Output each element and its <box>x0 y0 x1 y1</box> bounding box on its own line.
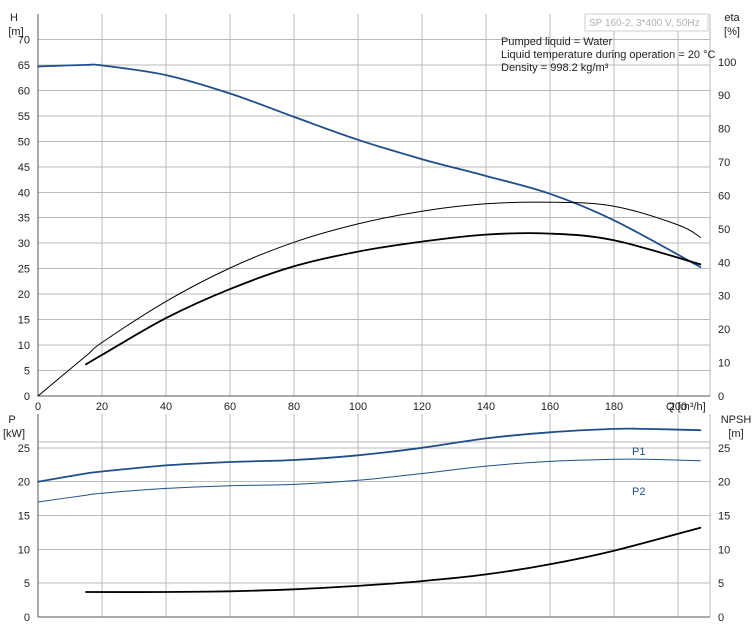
top-left-tick-label: 70 <box>18 34 30 46</box>
top-left-tick-label: 10 <box>18 340 30 352</box>
top-right-tick-label: 40 <box>718 257 730 269</box>
x-tick-label: 20 <box>96 401 108 413</box>
bottom-left-ylabel-line2: [kW] <box>3 428 25 440</box>
bottom-right-ylabel-line2: [m] <box>728 428 743 440</box>
liquid-temperature-annotation: Liquid temperature during operation = 20… <box>501 49 716 61</box>
top-left-tick-label: 25 <box>18 264 30 276</box>
bottom-panel-grid <box>37 414 711 618</box>
bottom-left-tick-label: 5 <box>24 578 30 590</box>
top-right-tick-label: 0 <box>718 391 724 403</box>
top-left-ylabel-line1: H <box>10 12 18 24</box>
bottom-right-tick-label: 25 <box>718 443 730 455</box>
bottom-right-tick-label: 20 <box>718 477 730 489</box>
top-left-tick-label: 50 <box>18 136 30 148</box>
top-right-ylabel-line2: [%] <box>724 26 740 38</box>
chart-title-box <box>584 13 709 32</box>
bottom-left-tick-label: 25 <box>18 443 30 455</box>
top-left-tick-label: 0 <box>24 391 30 403</box>
top-panel-grid <box>37 14 711 397</box>
top-left-tick-label: 35 <box>18 213 30 225</box>
top-left-tick-label: 60 <box>18 85 30 97</box>
top-left-ylabel-line2: [m] <box>8 26 23 38</box>
x-tick-label: 120 <box>413 401 431 413</box>
top-left-tick-label: 20 <box>18 289 30 301</box>
top-left-tick-label: 55 <box>18 111 30 123</box>
chart-title: SP 160-2, 3*400 V, 50Hz <box>589 18 700 29</box>
top-right-tick-label: 20 <box>718 324 730 336</box>
tick-labels: 0510152025303540455055606570010203040506… <box>18 34 737 624</box>
top-right-tick-label: 100 <box>718 57 736 69</box>
x-tick-label: 60 <box>224 401 236 413</box>
x-tick-label: 80 <box>288 401 300 413</box>
x-tick-label: 160 <box>541 401 559 413</box>
top-right-tick-label: 30 <box>718 291 730 303</box>
x-tick-label: 40 <box>160 401 172 413</box>
top-left-tick-label: 30 <box>18 238 30 250</box>
p2-series-label: P2 <box>632 486 645 498</box>
bottom-right-ylabel-line1: NPSH <box>721 414 752 426</box>
bottom-right-tick-label: 10 <box>718 544 730 556</box>
bottom-right-tick-label: 15 <box>718 511 730 523</box>
p2-power-curve <box>37 458 701 503</box>
bottom-left-tick-label: 20 <box>18 477 30 489</box>
x-tick-label: 140 <box>477 401 495 413</box>
bottom-left-ylabel-line1: P <box>8 414 15 426</box>
top-left-tick-label: 15 <box>18 315 30 327</box>
top-left-tick-label: 45 <box>18 162 30 174</box>
top-right-tick-label: 50 <box>718 224 730 236</box>
bottom-left-tick-label: 15 <box>18 511 30 523</box>
bottom-left-tick-label: 0 <box>24 612 30 624</box>
top-right-ylabel-line1: eta <box>724 12 740 24</box>
bottom-left-tick-label: 10 <box>18 544 30 556</box>
top-right-tick-label: 80 <box>718 124 730 136</box>
p1-series-label: P1 <box>632 446 645 458</box>
npsh-curve <box>85 526 702 593</box>
x-tick-label: 0 <box>35 401 41 413</box>
x-tick-label: 200 <box>669 401 687 413</box>
bottom-right-tick-label: 5 <box>718 578 724 590</box>
p1-power-curve <box>37 427 702 483</box>
x-tick-label: 100 <box>349 401 367 413</box>
pumped-liquid-annotation: Pumped liquid = Water <box>501 36 613 48</box>
top-right-tick-label: 70 <box>718 157 730 169</box>
eta-curve-thin <box>37 201 701 397</box>
x-tick-label: 180 <box>605 401 623 413</box>
top-left-tick-label: 5 <box>24 366 30 378</box>
x-axis-label: Q [m³/h] <box>666 401 706 413</box>
density-annotation: Density = 998.2 kg/m³ <box>501 62 609 74</box>
bottom-right-tick-label: 0 <box>718 612 724 624</box>
curves <box>37 63 702 593</box>
top-left-tick-label: 40 <box>18 187 30 199</box>
top-right-tick-label: 60 <box>718 190 730 202</box>
top-left-tick-label: 65 <box>18 60 30 72</box>
head-curve <box>37 63 702 268</box>
top-right-tick-label: 90 <box>718 90 730 102</box>
eta-curve-thick <box>85 232 702 366</box>
top-right-tick-label: 10 <box>718 358 730 370</box>
